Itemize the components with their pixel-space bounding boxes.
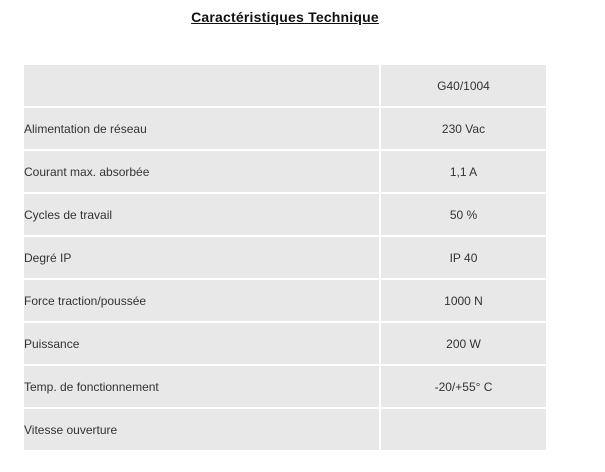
spec-value-cell: 230 Vac bbox=[381, 108, 546, 149]
header-empty-cell bbox=[24, 65, 379, 106]
table-row: Alimentation de réseau 230 Vac bbox=[24, 108, 546, 149]
spec-value-cell: -20/+55° C bbox=[381, 366, 546, 407]
spec-label-cell: Alimentation de réseau bbox=[24, 108, 379, 149]
header-model-cell: G40/1004 bbox=[381, 65, 546, 106]
spec-label-cell: Courant max. absorbée bbox=[24, 151, 379, 192]
spec-label-cell: Temp. de fonctionnement bbox=[24, 366, 379, 407]
table-row: Puissance 200 W bbox=[24, 323, 546, 364]
spec-value-cell: IP 40 bbox=[381, 237, 546, 278]
page-title: Caractéristiques Technique bbox=[191, 9, 379, 25]
spec-label-cell: Puissance bbox=[24, 323, 379, 364]
spec-value-cell: 200 W bbox=[381, 323, 546, 364]
spec-label-cell: Force traction/poussée bbox=[24, 280, 379, 321]
spec-label-cell: Degré IP bbox=[24, 237, 379, 278]
table-row: Courant max. absorbée 1,1 A bbox=[24, 151, 546, 192]
spec-value-cell: 50 % bbox=[381, 194, 546, 235]
table-row: Temp. de fonctionnement -20/+55° C bbox=[24, 366, 546, 407]
table-body: Alimentation de réseau 230 Vac Courant m… bbox=[24, 108, 546, 450]
table-row: Force traction/poussée 1000 N bbox=[24, 280, 546, 321]
spec-value-cell: 1000 N bbox=[381, 280, 546, 321]
spec-label-cell: Cycles de travail bbox=[24, 194, 379, 235]
spec-label-cell: Vitesse ouverture bbox=[24, 409, 379, 450]
title-container: Caractéristiques Technique bbox=[22, 0, 548, 27]
spec-value-cell bbox=[381, 409, 546, 450]
table-row: Cycles de travail 50 % bbox=[24, 194, 546, 235]
specifications-table: G40/1004 Alimentation de réseau 230 Vac … bbox=[22, 63, 548, 452]
spec-value-cell: 1,1 A bbox=[381, 151, 546, 192]
table-row: Vitesse ouverture bbox=[24, 409, 546, 450]
table-header-row: G40/1004 bbox=[24, 65, 546, 106]
table-row: Degré IP IP 40 bbox=[24, 237, 546, 278]
